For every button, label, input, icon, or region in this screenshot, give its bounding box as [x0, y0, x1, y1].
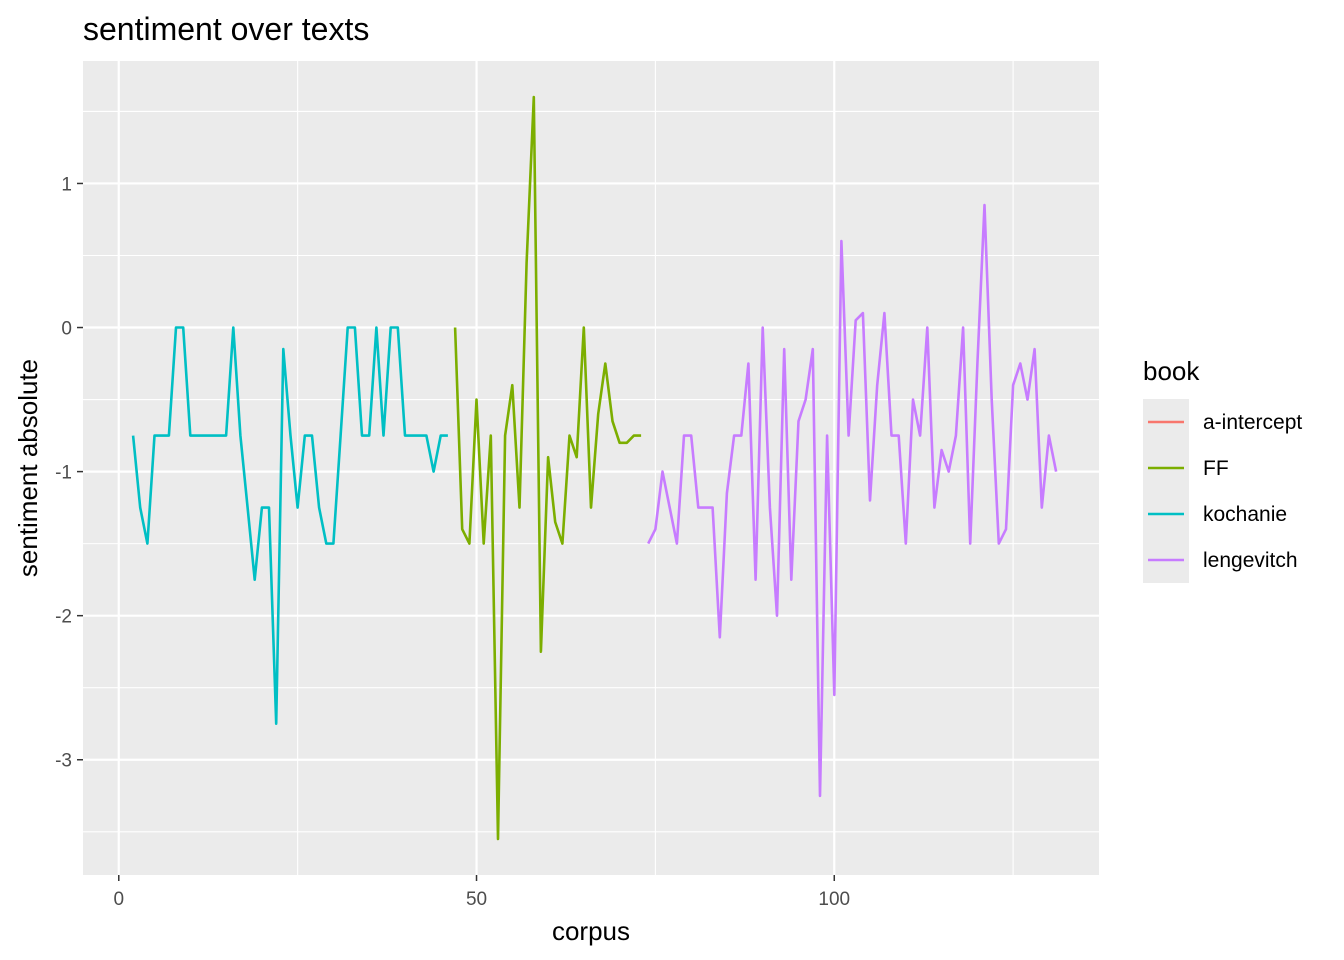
chart-title: sentiment over texts — [83, 11, 369, 47]
y-tick-label: 1 — [61, 174, 72, 195]
x-axis-title: corpus — [552, 916, 630, 946]
series-line-ff — [453, 95, 642, 841]
y-axis: 1 0 -1 -2 -3 — [55, 174, 83, 772]
major-gridlines — [83, 61, 1099, 875]
legend-label-ff: FF — [1203, 457, 1229, 480]
legend: a-intercept FF kochanie lengevitch — [1143, 399, 1302, 583]
x-axis: 0 50 100 — [113, 875, 850, 910]
legend-label-lengevitch: lengevitch — [1203, 549, 1298, 572]
y-axis-title: sentiment absolute — [13, 359, 43, 577]
plot-panel — [83, 61, 1099, 875]
x-tick-label: 0 — [113, 889, 124, 910]
legend-label-kochanie: kochanie — [1203, 503, 1287, 526]
y-tick-label: -3 — [55, 751, 72, 772]
legend-title: book — [1143, 356, 1200, 386]
series-line-lengevitch — [647, 203, 1058, 798]
series-lines — [131, 95, 1058, 841]
y-tick-label: -1 — [55, 463, 72, 484]
legend-label-a-intercept: a-intercept — [1203, 411, 1302, 434]
x-tick-label: 100 — [818, 889, 850, 910]
y-tick-label: -2 — [55, 607, 72, 628]
y-tick-label: 0 — [61, 319, 72, 340]
x-tick-label: 50 — [466, 889, 487, 910]
series-line-kochanie — [131, 326, 448, 726]
